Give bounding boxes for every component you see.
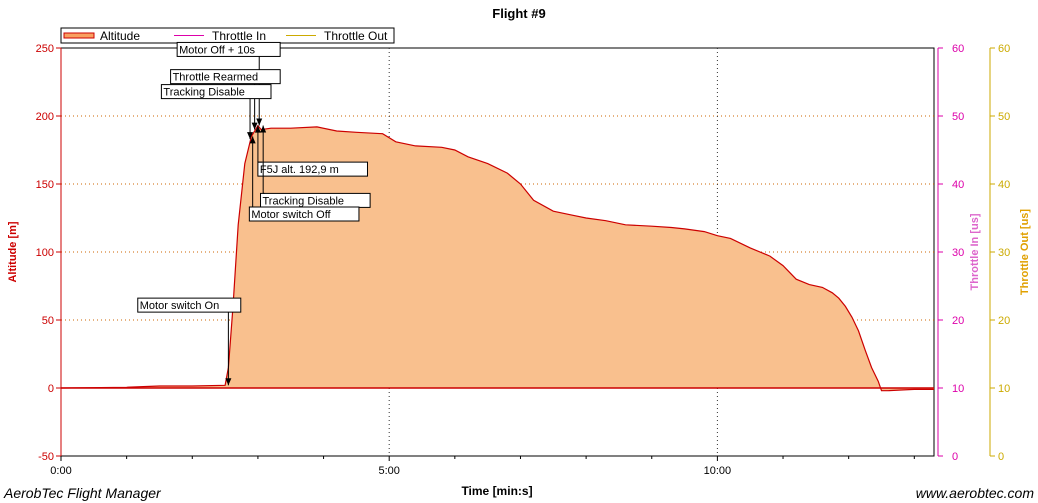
annotation-arrow [247, 132, 254, 140]
y-tick-label: 150 [36, 179, 54, 191]
annotation-label: Throttle Rearmed [173, 72, 259, 84]
annotation-arrow [251, 122, 258, 130]
legend-swatch [63, 32, 95, 39]
x-tick-label: 5:00 [378, 465, 399, 477]
y2-axis-label: Throttle In [us] [969, 213, 981, 290]
legend-entry: Throttle In [212, 29, 266, 43]
y-tick-label: 0 [48, 383, 54, 395]
y2-tick-label: 60 [952, 43, 964, 55]
legend-entry: Throttle Out [324, 29, 388, 43]
footer-app-name: AerobTec Flight Manager [4, 485, 161, 501]
annotation-arrow [225, 378, 232, 386]
y-tick-label: 50 [42, 315, 54, 327]
annotation-label: Motor switch Off [251, 209, 331, 221]
y3-tick-label: 50 [998, 111, 1010, 123]
y3-tick-label: 10 [998, 383, 1010, 395]
annotation-arrow [256, 118, 263, 126]
annotation-box [170, 69, 281, 85]
annotation-box [257, 161, 368, 177]
annotation-label: Tracking Disable [263, 195, 345, 207]
x-tick-label: 0:00 [50, 465, 71, 477]
y3-tick-label: 60 [998, 43, 1010, 55]
annotation-label: Motor switch On [140, 300, 219, 312]
chart-title: Flight #9 [492, 6, 545, 21]
x-axis-label: Time [min:s] [461, 484, 532, 498]
y-tick-label: 100 [36, 247, 54, 259]
annotation-box [137, 297, 242, 313]
legend-entry: Altitude [100, 29, 140, 43]
y-axis-label: Altitude [m] [7, 221, 19, 282]
annotation-box [160, 84, 272, 100]
annotation-box [176, 41, 281, 57]
y2-tick-label: 0 [952, 451, 958, 463]
annotation-box [248, 206, 360, 222]
y2-tick-label: 30 [952, 247, 964, 259]
annotation-arrow [249, 136, 256, 144]
y2-tick-label: 20 [952, 315, 964, 327]
x-tick-label: 10:00 [704, 465, 732, 477]
y3-tick-label: 20 [998, 315, 1010, 327]
annotation-label: Tracking Disable [163, 87, 245, 99]
y3-tick-label: 30 [998, 247, 1010, 259]
y2-tick-label: 50 [952, 111, 964, 123]
annotation-label: Motor Off + 10s [179, 44, 255, 56]
y2-tick-label: 10 [952, 383, 964, 395]
y-tick-label: 200 [36, 111, 54, 123]
altitude-line [60, 124, 934, 392]
y-tick-label: -50 [38, 451, 54, 463]
altitude-area [61, 125, 934, 391]
annotation-arrow [254, 125, 261, 133]
y2-tick-label: 40 [952, 179, 964, 191]
y-tick-label: 250 [36, 43, 54, 55]
y3-tick-label: 40 [998, 179, 1010, 191]
annotation-arrow [260, 125, 267, 133]
footer-website: www.aerobtec.com [915, 485, 1034, 501]
y3-axis-label: Throttle Out [us] [1019, 209, 1031, 295]
y3-tick-label: 0 [998, 451, 1004, 463]
annotation-label: F5J alt. 192,9 m [260, 164, 339, 176]
